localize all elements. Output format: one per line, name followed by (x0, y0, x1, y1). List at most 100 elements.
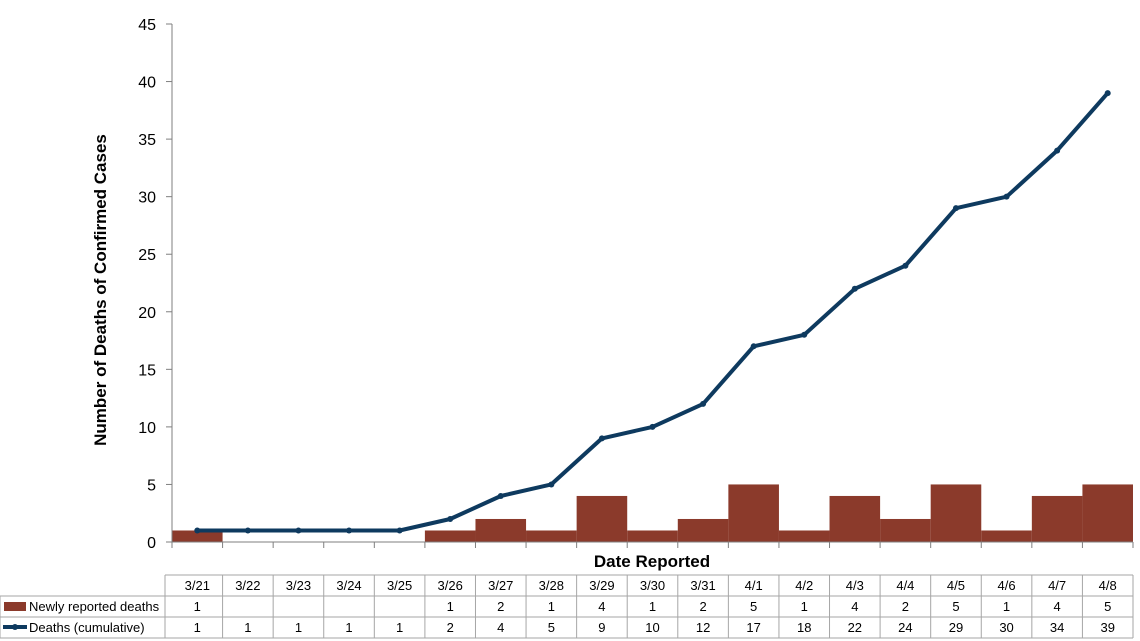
data-label-cumulative: 10 (645, 620, 659, 635)
bars-layer (172, 484, 1133, 542)
bar-newly-reported-3/27 (475, 518, 527, 542)
data-label-cumulative: 9 (598, 620, 605, 635)
data-label-cumulative: 24 (898, 620, 912, 635)
data-label-newly-reported: 1 (1003, 599, 1010, 614)
x-tick-label: 3/23 (286, 578, 311, 593)
data-label-newly-reported: 4 (598, 599, 605, 614)
data-label-cumulative: 22 (848, 620, 862, 635)
x-tick-label: 4/2 (795, 578, 813, 593)
bar-newly-reported-4/3 (829, 495, 881, 542)
legend-marker-cumulative (12, 624, 18, 630)
line-layer (194, 90, 1111, 534)
legend-label-newly-reported: Newly reported deaths (29, 599, 160, 614)
legend-label-cumulative: Deaths (cumulative) (29, 620, 145, 635)
y-tick-label: 45 (138, 17, 156, 34)
bar-newly-reported-4/1 (728, 484, 779, 542)
bar-newly-reported-4/6 (981, 530, 1032, 542)
data-label-cumulative: 2 (447, 620, 454, 635)
bar-newly-reported-4/2 (778, 530, 830, 542)
cumulative-point-3/24 (346, 527, 353, 534)
data-label-cumulative: 1 (194, 620, 201, 635)
data-label-cumulative: 1 (295, 620, 302, 635)
data-label-cumulative: 1 (396, 620, 403, 635)
y-tick-label: 15 (138, 362, 156, 379)
cumulative-point-4/3 (851, 285, 858, 292)
data-label-newly-reported: 1 (548, 599, 555, 614)
y-tick-label: 35 (138, 132, 156, 149)
cumulative-point-4/8 (1104, 90, 1111, 97)
data-label-cumulative: 18 (797, 620, 811, 635)
data-table: 3/21 3/22 3/23 3/24 3/25 3/26 3/27 3/28 3/29 3/30… (0, 574, 1134, 639)
bar-newly-reported-3/21 (172, 530, 223, 542)
data-label-newly-reported: 5 (750, 599, 757, 614)
axes-layer: 0 5 10 15 20 25 30 35 40 45 (138, 17, 1134, 552)
cumulative-point-3/23 (295, 527, 302, 534)
data-label-newly-reported: 1 (801, 599, 808, 614)
x-tick-label: 3/28 (539, 578, 564, 593)
data-label-cumulative: 5 (548, 620, 555, 635)
data-label-cumulative: 12 (696, 620, 710, 635)
x-tick-label: 3/29 (589, 578, 614, 593)
y-tick-label: 20 (138, 305, 156, 322)
data-label-newly-reported: 1 (194, 599, 201, 614)
x-tick-label: 4/5 (947, 578, 965, 593)
x-tick-label: 4/6 (998, 578, 1016, 593)
x-tick-label: 4/3 (846, 578, 864, 593)
cumulative-point-4/2 (801, 331, 808, 338)
data-label-cumulative: 30 (999, 620, 1013, 635)
cumulative-point-3/26 (447, 515, 454, 522)
x-tick-label: 3/26 (438, 578, 463, 593)
x-axis-title: Date Reported (594, 552, 710, 571)
x-tick-label: 4/4 (896, 578, 914, 593)
cumulative-point-4/1 (750, 343, 757, 350)
bar-newly-reported-3/31 (677, 518, 729, 542)
y-axis-title: Number of Deaths of Confirmed Cases (91, 134, 110, 446)
cumulative-point-3/21 (194, 527, 201, 534)
y-tick-label: 5 (147, 477, 156, 494)
data-label-cumulative: 1 (345, 620, 352, 635)
cumulative-deaths-line (197, 91, 1110, 533)
cumulative-point-3/31 (700, 400, 707, 407)
cumulative-point-4/4 (902, 262, 909, 269)
data-label-newly-reported: 1 (649, 599, 656, 614)
data-label-newly-reported: 2 (699, 599, 706, 614)
data-label-newly-reported: 5 (952, 599, 959, 614)
bar-newly-reported-3/28 (526, 530, 577, 542)
bar-newly-reported-3/30 (627, 530, 678, 542)
x-tick-label: 3/22 (235, 578, 260, 593)
cumulative-point-3/22 (244, 527, 251, 534)
x-tick-label: 3/24 (336, 578, 361, 593)
x-tick-label: 3/21 (185, 578, 210, 593)
cumulative-point-3/27 (497, 492, 504, 499)
y-tick-label: 0 (147, 535, 156, 552)
data-label-newly-reported: 5 (1104, 599, 1111, 614)
data-label-newly-reported: 2 (497, 599, 504, 614)
data-label-cumulative: 1 (244, 620, 251, 635)
data-label-newly-reported: 4 (1054, 599, 1061, 614)
y-tick-label: 40 (138, 75, 156, 92)
cumulative-point-3/29 (598, 435, 605, 442)
cumulative-point-4/6 (1003, 193, 1010, 200)
bar-newly-reported-3/29 (576, 495, 628, 542)
data-label-cumulative: 17 (746, 620, 760, 635)
cumulative-point-4/7 (1054, 147, 1061, 154)
x-tick-label: 3/31 (690, 578, 715, 593)
cumulative-point-3/25 (396, 527, 403, 534)
legend-swatch-newly-reported (4, 602, 26, 611)
data-label-cumulative: 34 (1050, 620, 1064, 635)
bar-newly-reported-4/4 (880, 518, 931, 542)
x-tick-label: 3/27 (488, 578, 513, 593)
x-tick-label: 3/30 (640, 578, 665, 593)
y-tick-label: 25 (138, 247, 156, 264)
bar-newly-reported-3/26 (424, 530, 476, 542)
data-label-cumulative: 4 (497, 620, 504, 635)
cumulative-point-3/30 (649, 423, 656, 430)
data-label-cumulative: 29 (949, 620, 963, 635)
bar-newly-reported-4/7 (1031, 495, 1083, 542)
cumulative-point-4/5 (952, 205, 959, 212)
y-tick-label: 10 (138, 420, 156, 437)
y-tick-label: 30 (138, 190, 156, 207)
x-tick-label: 4/1 (745, 578, 763, 593)
data-label-newly-reported: 2 (902, 599, 909, 614)
